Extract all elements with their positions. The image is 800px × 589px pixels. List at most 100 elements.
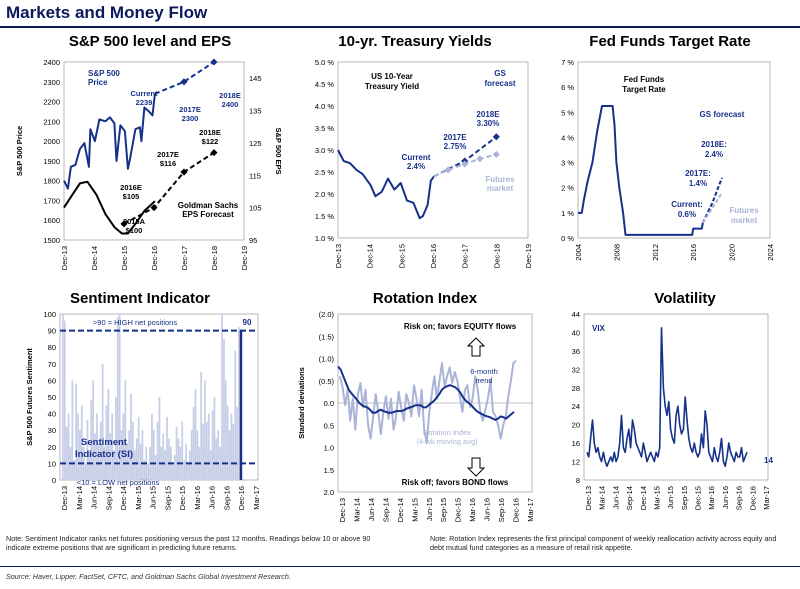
vix-ytick-1: 12 [572,458,580,467]
sp500-ytick-1: 1600 [43,216,60,225]
vix-xlabel-6: Jun-15 [666,486,675,509]
vix-xlabel-10: Jun-16 [721,486,730,509]
sentiment-xlabel-0: Dec-13 [60,486,69,510]
rotation-ylabel: Standard deviations [297,367,306,439]
rotation-xlabel-4: Dec-14 [396,498,405,522]
vix-ytick-2: 16 [572,439,580,448]
treasury-futures-point-1 [461,160,469,168]
sentiment-bar-47 [151,413,153,480]
sentiment-bar-71 [196,430,199,480]
vix-ytick-9: 44 [572,310,580,319]
sp500-legend-price-0: S&P 500 [88,69,120,78]
sp500-frame [63,61,245,241]
fedfunds-ytick-1: 1 % [561,209,574,218]
sentiment-bar-35 [128,430,131,480]
rotation-xlabel-11: Sep-16 [497,498,506,522]
sentiment-bar-59 [173,455,176,480]
sentiment-xlabel-4: Dec-14 [119,486,128,510]
treasury-current-0: Current [402,153,431,162]
sp500-ytick2-5: 145 [249,74,262,83]
sp500-eps-2017e-0: 2017E [157,150,179,159]
fedfunds-ytick-7: 7 % [561,58,574,67]
header: Markets and Money Flow [0,0,800,28]
fedfunds-xlabel-0: 2004 [574,244,583,261]
rotation-ytick-7: 1.5 [324,466,334,475]
rotation-xlabel-12: Dec-16 [512,498,521,522]
rotation-raw-line [339,359,517,445]
sp500-xlabel-0: Dec-13 [60,246,69,270]
treasury-yield-line [337,149,435,220]
sentiment-bar-37 [132,421,134,480]
vix-line [586,327,748,467]
sentiment-bar-41 [139,443,142,480]
sentiment-high-label: >90 = HIGH net positions [93,318,177,327]
sentiment-bar-73 [200,372,203,480]
sp500-legend-price-1: Price [88,78,108,87]
fedfunds-series-label-1: Target Rate [622,85,666,94]
sentiment-bar-8 [77,413,79,480]
sentiment-bar-39 [135,438,138,480]
treasury-gs-point-1 [492,133,500,141]
sentiment-bar-48 [152,430,155,480]
note-sentiment: Note: Sentiment Indicator ranks net futu… [6,534,371,552]
treasury-ytick-5: 3.5 % [315,124,335,133]
fedfunds-2017e-0: 2017E: [685,169,711,178]
sp500-ytick2-2: 115 [249,171,261,180]
sentiment-ytick-9: 90 [48,327,56,336]
fedfunds-ytick-3: 3 % [561,159,574,168]
sp500-ytick-6: 2100 [43,117,60,126]
fedfunds-xlabel-3: 2016 [689,244,698,261]
rotation-ytick-2: (1.0) [319,355,335,364]
sp500-eps-forecast-line [123,151,215,225]
rotation-risk-off-label: Risk off; favors BOND flows [402,478,509,487]
vix-ytick-5: 28 [572,384,580,393]
sentiment-bar-22 [103,446,106,480]
sentiment-bar-20 [99,421,102,480]
treasury-2018e-1: 3.30% [477,119,500,128]
sentiment-bar-61 [177,438,180,480]
sentiment-bar-67 [188,450,191,480]
sentiment-bar-64 [183,460,186,480]
treasury-xlabel-1: Dec-14 [366,244,375,268]
treasury-futures-point-2 [476,155,484,163]
sp500-xlabel-6: Dec-19 [240,246,249,270]
vix-xlabel-7: Sep-15 [680,486,689,510]
sp500-ytick2-4: 135 [249,107,262,116]
sentiment-bar-65 [185,443,187,480]
treasury-series-label-1: Treasury Yield [365,82,419,91]
sp500-eps-2018e-1: $122 [202,137,219,146]
sentiment-bar-15 [90,400,93,480]
sentiment-xlabel-7: Sep-15 [163,486,172,510]
arrow-up-icon [466,337,486,357]
rotation-ytick-8: 2.0 [324,488,334,497]
rotation-raw-label-1: (4-wk moving avg) [416,437,478,446]
sp500-ytick-3: 1800 [43,177,60,186]
sentiment-bar-40 [137,416,140,480]
sentiment-bar-81 [215,438,218,480]
source-rule [0,566,800,567]
treasury-gs-label-1: forecast [484,79,515,88]
sp500-ylabel2: S&P 500 EPS [274,128,283,175]
sp500-ytick-9: 2400 [43,58,60,67]
sentiment-xlabel-8: Dec-15 [178,486,187,510]
vix-xlabel-8: Dec-15 [694,486,703,510]
vix-xlabel-1: Mar-14 [598,486,607,510]
sentiment-ytick-8: 80 [48,343,56,352]
sentiment-bar-74 [202,423,204,480]
sp500-eps-line [63,180,156,235]
sentiment-series-label-0: Sentiment [81,437,128,448]
sp500-gs-eps-label-0: Goldman Sachs [178,201,239,210]
sp500-xlabel-1: Dec-14 [90,246,99,270]
sp500-eps-2015a-0: 2015A [123,217,146,226]
sentiment-xlabel-5: Mar-15 [134,486,143,510]
treasury-xlabel-2: Dec-15 [397,244,406,268]
sentiment-ytick-7: 70 [48,360,56,369]
rotation-ytick-3: (0.5) [319,377,335,386]
sentiment-bar-19 [98,443,100,480]
sp500-eps-2016e-0: 2016E [120,183,142,192]
sentiment-ytick-2: 20 [48,443,56,452]
treasury-current-1: 2.4% [407,162,425,171]
vix-ytick-4: 24 [572,402,580,411]
vix-xlabel-4: Dec-14 [639,486,648,510]
